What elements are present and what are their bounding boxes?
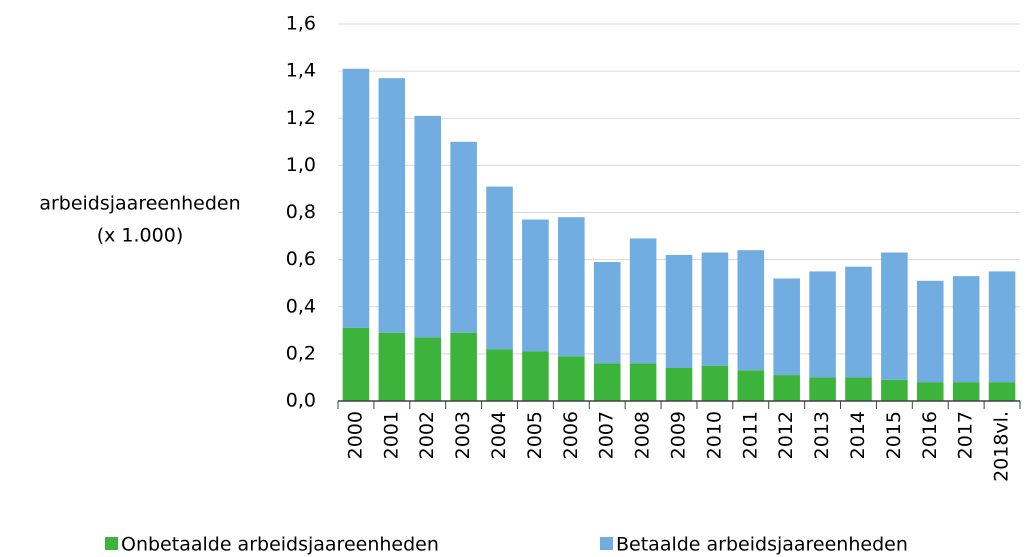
bar-segment xyxy=(773,375,800,401)
bar-segment xyxy=(629,363,657,401)
bar-segment xyxy=(558,217,585,357)
bar-segment xyxy=(450,332,477,401)
legend-label: Betaalde arbeidsjaareenheden xyxy=(616,534,908,556)
bar-segment xyxy=(845,377,872,401)
x-tick-label: 2002 xyxy=(416,411,438,459)
bar-segment xyxy=(881,252,908,380)
bar-segment xyxy=(881,379,908,401)
y-tick-label: 1,4 xyxy=(286,60,316,82)
bar-segment xyxy=(593,261,621,364)
bar-segment xyxy=(845,266,872,378)
bar-segment xyxy=(737,370,765,401)
bar-segment xyxy=(665,368,693,401)
x-tick-label: 2010 xyxy=(703,411,725,459)
legend-label: Onbetaalde arbeidsjaareenheden xyxy=(121,534,439,556)
x-tick-label: 2000 xyxy=(344,411,366,459)
bar-segment xyxy=(916,382,944,401)
bar-segment xyxy=(593,363,621,401)
y-tick-label: 0,8 xyxy=(286,201,316,223)
x-tick-label: 2012 xyxy=(775,411,797,459)
bar-segment xyxy=(952,276,980,383)
x-tick-label: 2001 xyxy=(380,411,402,459)
bar-segment xyxy=(988,271,1016,383)
y-tick-label: 0,0 xyxy=(286,390,316,412)
x-tick-label: 2005 xyxy=(524,411,546,459)
bar-segment xyxy=(414,337,442,401)
y-tick-label: 1,0 xyxy=(286,154,316,176)
bar-segment xyxy=(486,349,513,401)
bar-segment xyxy=(701,252,729,366)
bar-segment xyxy=(809,377,836,401)
bar-segment xyxy=(522,219,549,352)
y-tick-label: 0,4 xyxy=(286,295,316,317)
y-axis-title: (x 1.000) xyxy=(97,225,184,247)
bar-segment xyxy=(629,238,657,364)
bar-segment xyxy=(988,382,1016,401)
bar-segment xyxy=(916,280,944,383)
bar-segment xyxy=(773,278,800,376)
bar-segment xyxy=(486,186,513,350)
bar-segment xyxy=(952,382,980,401)
x-tick-label: 2015 xyxy=(883,411,905,459)
y-tick-label: 1,2 xyxy=(286,107,316,129)
bar-segment xyxy=(414,115,442,338)
y-tick-label: 1,6 xyxy=(286,13,316,35)
x-tick-label: 2004 xyxy=(488,411,510,459)
x-tick-label: 2007 xyxy=(596,411,618,459)
x-tick-label: 2013 xyxy=(811,411,833,459)
y-tick-label: 0,2 xyxy=(286,342,316,364)
bar-segment xyxy=(737,250,765,371)
x-tick-label: 2016 xyxy=(919,411,941,459)
x-tick-label: 2017 xyxy=(955,411,977,459)
y-tick-label: 0,6 xyxy=(286,248,316,270)
x-tick-label: 2011 xyxy=(739,411,761,459)
bar-segment xyxy=(378,332,406,401)
x-tick-label: 2006 xyxy=(560,411,582,459)
bar-segment xyxy=(378,78,406,333)
bar-segment xyxy=(342,68,370,328)
legend-swatch xyxy=(600,537,613,550)
bar-segment xyxy=(450,141,477,333)
bar-segment xyxy=(665,254,693,369)
x-tick-label: 2009 xyxy=(668,411,690,459)
bar-segment xyxy=(522,351,549,401)
bar-segment xyxy=(701,365,729,401)
x-tick-label: 2003 xyxy=(452,411,474,459)
legend-swatch xyxy=(105,537,118,550)
bar-segment xyxy=(342,327,370,401)
x-tick-label: 2018vl. xyxy=(991,411,1013,482)
x-tick-label: 2014 xyxy=(847,411,869,459)
y-axis-title: arbeidsjaareenheden xyxy=(39,193,240,215)
bar-segment xyxy=(809,271,836,378)
x-tick-label: 2008 xyxy=(632,411,654,459)
bar-segment xyxy=(558,356,585,401)
